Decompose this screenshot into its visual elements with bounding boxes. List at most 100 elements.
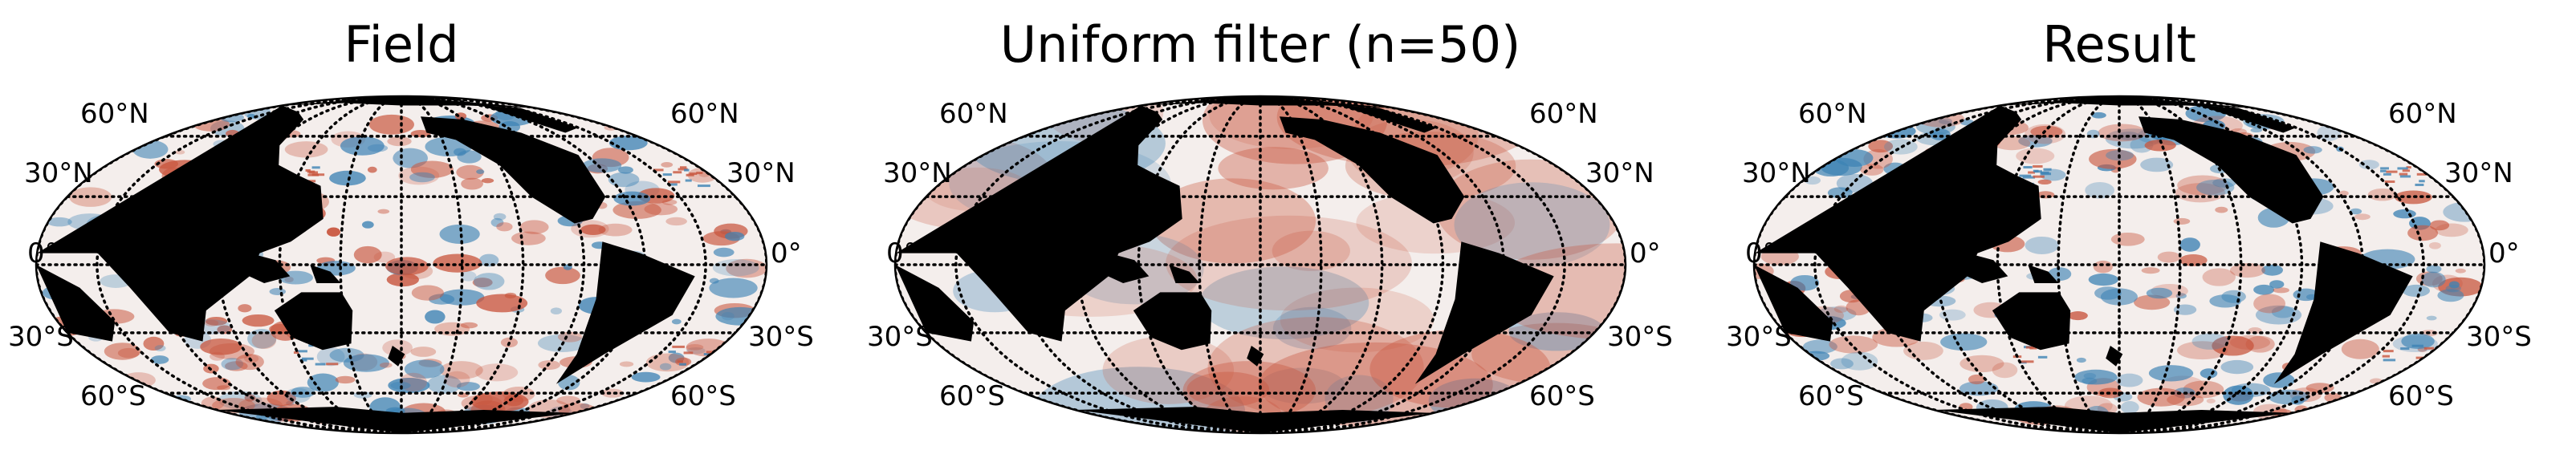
anomaly-patch [401,263,433,279]
anomaly-patch [2401,333,2435,350]
eddy-streak [668,351,676,354]
landmass [1133,292,1212,351]
anomaly-patch [284,141,328,158]
anomaly-patch [2221,290,2246,303]
lat-label-60s-right: 60°S [670,380,736,412]
anomaly-patch [154,345,166,351]
anomaly-patch [2089,148,2137,169]
anomaly-patch [353,245,382,264]
anomaly-patch [1198,266,1369,339]
panel-uniform-filter: Uniform filter (n=50) 60°N 30°N 0° 30°S … [859,0,1673,450]
landmass [1934,407,2293,433]
meridian-gridline [278,96,403,433]
lat-label-60n-right: 60°N [670,98,739,130]
anomaly-patch [557,331,583,343]
lat-label-30s-right: 30°S [1607,321,1673,353]
eddy-streak [2419,180,2425,183]
anomaly-patch [390,381,411,390]
lat-label-eq-left: 0° [1745,237,1776,270]
landmass [1097,253,1150,283]
anomaly-patch [2179,237,2200,252]
anomaly-patch [460,322,478,329]
anomaly-patch [343,354,389,372]
anomaly-patch [2094,286,2122,300]
anomaly-patch [1992,362,2018,379]
anomaly-patch [661,162,674,168]
anomaly-patch [2392,335,2438,353]
anomaly-patch [2426,315,2437,321]
lat-label-30n-left: 30°N [1742,157,1811,189]
anomaly-patch [2130,137,2154,153]
anomaly-patch [601,388,624,398]
landmass [1075,407,1434,433]
eddy-streak [2033,164,2043,168]
anomaly-patch [2173,217,2191,225]
anomaly-patch [2350,208,2362,215]
anomaly-patch [1959,355,2004,373]
anomaly-patch [2212,335,2254,356]
anomaly-patch [1280,287,1435,353]
anomaly-patch [2455,268,2466,274]
eddy-streak [679,166,687,169]
landmass [282,96,535,108]
anomaly-patch [399,372,427,392]
anomaly-patch [2428,241,2441,249]
lat-label-60n-left: 60°N [1798,98,1867,130]
landmass [216,407,575,433]
landmass [1169,265,1200,283]
lat-label-eq-right: 0° [2489,237,2520,270]
eddy-streak [2411,344,2423,347]
eddy-streak [299,359,307,362]
anomaly-patch [1166,215,1412,311]
anomaly-patch [2115,373,2143,387]
eddy-streak [2415,183,2424,186]
anomaly-patch [580,224,606,235]
landmass [2139,116,2324,224]
eddy-streak [2406,166,2411,169]
anomaly-patch [242,314,275,327]
map-projection [893,95,1627,435]
eddy-streak [689,172,698,176]
anomaly-patch [1802,339,1837,354]
anomaly-patch [2157,251,2181,263]
eddy-streak [2383,359,2396,362]
anomaly-patch [2016,148,2055,164]
lat-label-60n-right: 60°N [2388,98,2457,130]
anomaly-patch [2407,225,2439,241]
anomaly-patch [709,278,758,298]
anomaly-patch [2167,393,2204,407]
meridian-gridline [2057,96,2121,433]
anomaly-patch [385,257,429,276]
anomaly-patch [1868,140,1894,153]
eddy-streak [2383,172,2391,176]
eddy-streak [677,360,683,363]
anomaly-patch [2215,206,2228,213]
anomaly-patch [724,231,745,241]
anomaly-patch [2250,128,2263,133]
eddy-streak [311,166,320,169]
landmass [310,265,341,283]
anomaly-patch [2110,232,2145,246]
meridian-gridline [1137,96,1262,433]
anomaly-patch [2253,294,2286,314]
anomaly-patch [2098,124,2147,142]
eddy-streak [2386,170,2398,173]
lat-label-30s-left: 30°S [867,321,933,353]
anomaly-patch [2437,289,2464,302]
eddy-streak [2400,347,2410,351]
anomaly-patch [2140,157,2174,172]
eddy-streak [2380,167,2389,170]
anomaly-patch [361,221,374,229]
anomaly-patch [476,169,485,175]
anomaly-patch [2093,260,2113,274]
landmass [37,105,324,342]
anomaly-patch [631,371,661,383]
anomaly-patch [444,371,470,388]
lat-label-30s-right: 30°S [2466,321,2532,353]
eddy-streak [2033,175,2045,178]
anomaly-patch [2253,284,2275,295]
anomaly-patch [665,217,687,226]
anomaly-patch [2255,305,2302,325]
anomaly-patch [1835,149,1874,167]
eddy-streak [301,357,314,360]
